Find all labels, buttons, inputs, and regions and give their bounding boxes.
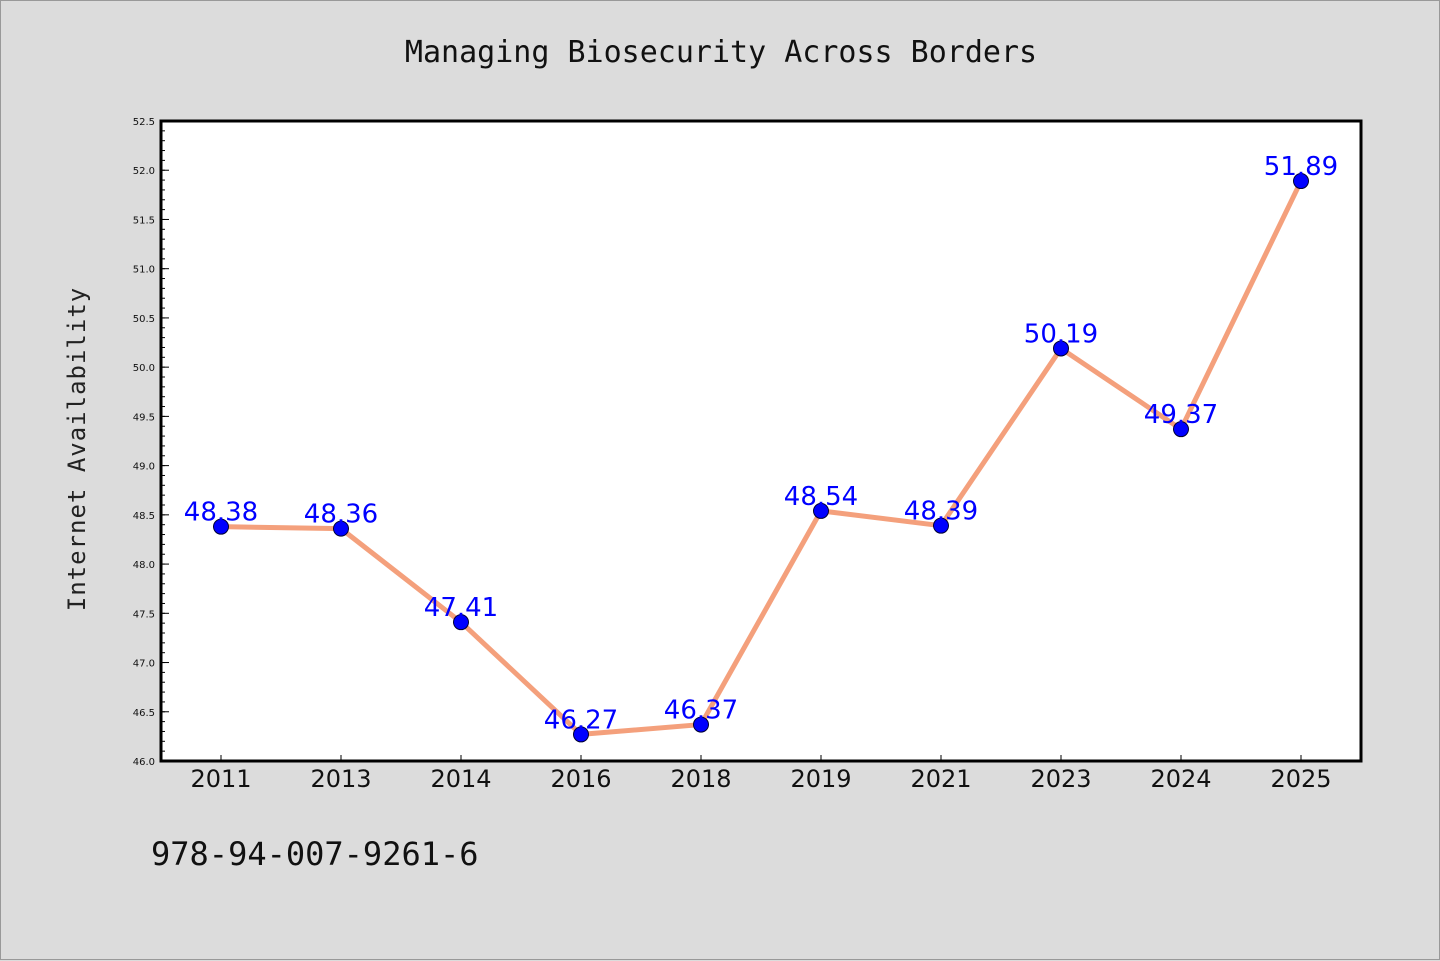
y-tick-label: 46.0 <box>133 757 155 768</box>
x-tick-label: 2019 <box>790 765 851 793</box>
data-point <box>213 518 229 535</box>
data-label: 46.37 <box>664 696 738 726</box>
x-tick-label: 2013 <box>310 765 371 793</box>
y-tick-label: 51.0 <box>133 265 155 276</box>
chart-title: Managing Biosecurity Across Borders <box>404 35 1038 70</box>
data-point <box>333 520 349 537</box>
data-label: 46.27 <box>544 705 618 735</box>
y-tick-label: 50.0 <box>133 363 155 374</box>
x-tick-label: 2023 <box>1030 765 1091 793</box>
series-line <box>218 178 1304 737</box>
data-label: 50.19 <box>1024 319 1098 349</box>
data-point <box>1053 340 1069 357</box>
x-tick-label: 2025 <box>1270 765 1331 793</box>
x-tick-label: 2018 <box>670 765 731 793</box>
y-tick-label: 47.5 <box>133 609 155 620</box>
x-tick-label: 2011 <box>190 765 251 793</box>
data-label: 48.38 <box>184 498 258 528</box>
y-tick-label: 48.5 <box>133 511 155 522</box>
y-tick-label: 51.5 <box>133 215 155 226</box>
y-tick-label: 49.5 <box>133 412 155 423</box>
data-markers <box>213 173 1309 743</box>
data-point <box>813 502 829 519</box>
data-label: 51.89 <box>1264 152 1338 182</box>
y-tick-label: 52.0 <box>133 166 155 177</box>
x-tick-label: 2021 <box>910 765 971 793</box>
x-tick-label: 2024 <box>1150 765 1211 793</box>
y-tick-label: 50.5 <box>133 314 155 325</box>
data-label: 48.36 <box>304 500 378 530</box>
y-tick-label: 52.5 <box>133 117 155 128</box>
footer-code: 978-94-007-9261-6 <box>151 835 479 873</box>
data-point <box>933 517 949 534</box>
x-axis-ticks: 2011 2013 2014 2016 2018 2019 2021 2023 2024 2025 <box>190 755 1332 793</box>
plot-background <box>161 121 1361 761</box>
data-labels: 48.38 48.36 47.41 46.27 46.37 48.54 48.39 50.19… <box>184 152 1338 735</box>
data-point <box>693 716 709 733</box>
data-label: 48.39 <box>904 497 978 527</box>
data-point <box>1293 173 1309 190</box>
y-tick-label: 46.5 <box>133 708 155 719</box>
x-tick-label: 2014 <box>430 765 491 793</box>
plot-frame <box>159 119 1363 763</box>
data-label: 49.37 <box>1144 400 1218 430</box>
y-tick-label: 47.0 <box>133 659 155 670</box>
data-label: 48.54 <box>784 482 858 512</box>
y-tick-label: 49.0 <box>133 462 155 473</box>
data-point <box>573 726 589 743</box>
x-tick-label: 2016 <box>550 765 611 793</box>
data-point <box>1173 421 1189 438</box>
data-label: 47.41 <box>424 593 498 623</box>
data-point <box>453 614 469 631</box>
y-tick-label: 48.0 <box>133 560 155 571</box>
